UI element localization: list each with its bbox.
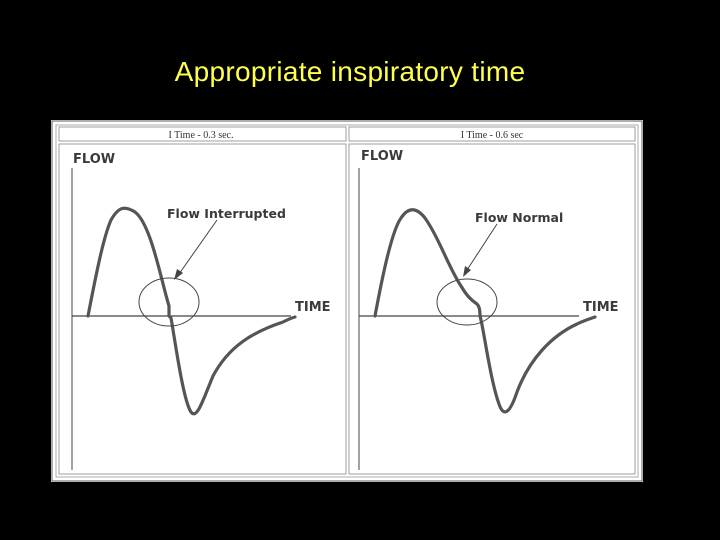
left-panel: FLOW TIME Flow Interrupted [71,152,331,470]
left-header-label: I Time - 0.3 sec. [169,130,234,141]
right-highlight-circle [436,278,498,326]
left-time-label: TIME [295,300,331,315]
left-header-bar [58,126,347,142]
figure-frame [51,120,643,482]
waveform-figure-svg: I Time - 0.3 sec. I Time - 0.6 sec FLOW … [51,120,643,482]
slide-title: Appropriate inspiratory time [174,56,526,87]
right-header-label: I Time - 0.6 sec [461,130,524,141]
right-panel-frame [348,143,636,475]
waveform-figure: I Time - 0.3 sec. I Time - 0.6 sec FLOW … [51,120,643,482]
right-flow-waveform [373,208,597,414]
right-panel: FLOW TIME Flow Normal [358,149,619,470]
left-panel-frame [58,143,347,475]
left-annotation-arrow-line [178,219,218,275]
right-header-bar [348,126,636,142]
right-annotation-label: Flow Normal [475,210,563,225]
left-annotation-arrowhead [174,269,183,280]
right-flow-label: FLOW [361,149,403,164]
right-time-label: TIME [583,300,619,315]
left-flow-label: FLOW [73,152,115,167]
left-flow-waveform [86,206,297,416]
left-highlight-circle [138,277,200,327]
right-annotation-arrowhead [463,266,471,277]
left-annotation-label: Flow Interrupted [167,206,286,221]
figure-inner-frame [55,124,639,478]
right-annotation-arrow-line [466,223,498,271]
